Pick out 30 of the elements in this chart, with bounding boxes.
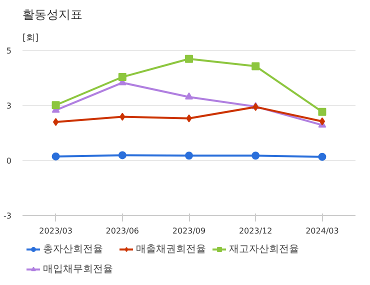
point [52,101,60,110]
point [185,152,193,160]
point [185,92,193,100]
point [318,108,326,116]
legend-label: 총자산회전율 [43,243,103,256]
x-tick-label: 2023/12 [238,226,272,236]
x-tick-label: 2024/03 [306,226,339,236]
point [52,118,59,126]
x-tick-label: 2023/03 [39,226,72,236]
y-axis-title: [회] [22,34,39,44]
chart-title: 활동성지표 [22,8,82,22]
y-tick-label: 0 [6,156,12,166]
point [118,73,126,82]
point [118,151,126,160]
y-tick-label: 3 [6,102,12,111]
point [252,152,260,160]
point [252,62,260,70]
y-tick-label: -3 [4,212,12,220]
point [120,112,126,121]
legend-label: 재고자산회전율 [229,243,299,256]
point [318,152,326,161]
legend-label: 매입채무회전율 [43,263,113,276]
x-tick-label: 2023/09 [172,226,206,236]
point [186,114,192,122]
point [52,152,60,160]
y-tick-label: 5 [6,46,12,56]
point [185,54,193,63]
x-tick-label: 2023/06 [106,226,140,236]
legend-label: 매출채권회전율 [136,243,206,256]
point [319,117,326,126]
